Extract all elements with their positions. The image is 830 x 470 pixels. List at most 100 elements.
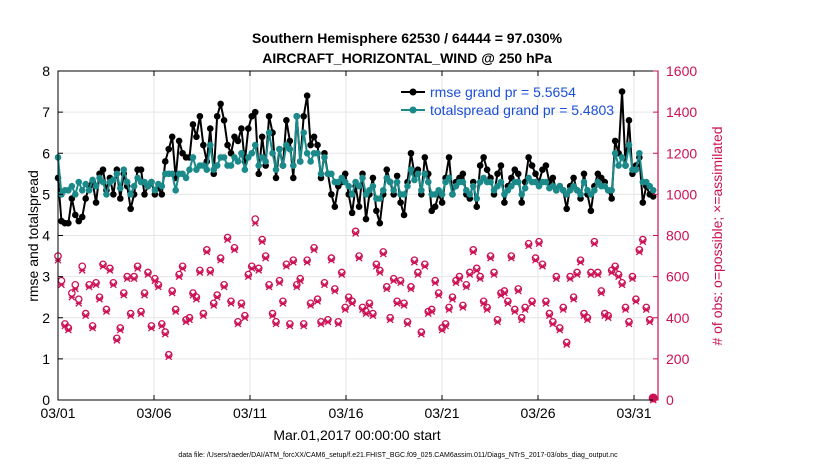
obs-possible-point: [386, 313, 395, 322]
obs-possible-point: [528, 297, 536, 306]
totalspread-point: [78, 186, 86, 194]
rmse-point: [255, 170, 263, 178]
totalspread-point: [418, 186, 425, 194]
rmse-point: [200, 141, 207, 149]
y-right-tick-label: 600: [666, 269, 690, 285]
obs-possible-point: [133, 262, 142, 271]
totalspread-point: [82, 180, 89, 188]
obs-possible-point: [116, 324, 125, 332]
y-left-tick-label: 5: [42, 186, 50, 202]
obs-possible-point: [590, 237, 599, 246]
obs-assimilated-point: [480, 299, 488, 307]
rmse-point: [587, 207, 595, 215]
obs-assimilated-point: [622, 306, 629, 313]
obs-assimilated-point: [265, 283, 273, 291]
obs-assimilated-point: [462, 283, 470, 291]
totalspread-point: [542, 178, 550, 186]
obs-possible-point: [642, 303, 651, 312]
rmse-point: [608, 195, 615, 202]
obs-assimilated-point: [251, 219, 259, 227]
rmse-point: [618, 88, 626, 95]
rmse-point: [532, 170, 539, 178]
rmse-point: [224, 141, 231, 149]
obs-assimilated-point: [417, 330, 425, 338]
obs-possible-point: [220, 280, 228, 289]
obs-possible-point: [175, 270, 183, 279]
obs-assimilated-point: [289, 258, 297, 266]
y-axis-left-label: rmse and totalspread: [25, 170, 41, 302]
obs-assimilated-point: [549, 320, 557, 328]
obs-assimilated-point: [331, 287, 339, 295]
totalspread-point: [272, 166, 280, 173]
totalspread-point: [120, 166, 128, 173]
rmse-point: [158, 191, 166, 198]
obs-assimilated-point: [116, 326, 124, 334]
obs-assimilated-point: [106, 266, 114, 274]
obs-final-point: [648, 393, 658, 403]
obs-possible-point: [209, 299, 218, 308]
obs-possible-point: [268, 309, 277, 318]
obs-possible-point: [611, 262, 619, 271]
obs-possible-point: [500, 287, 509, 295]
obs-assimilated-point: [317, 320, 325, 328]
obs-assimilated-point: [286, 322, 294, 330]
obs-possible-point: [593, 268, 602, 277]
obs-assimilated-point: [632, 297, 640, 305]
obs-possible-point: [628, 272, 637, 281]
rmse-point: [563, 205, 570, 213]
obs-assimilated-point: [248, 264, 256, 272]
totalspread-point: [286, 145, 294, 153]
obs-possible-point: [334, 318, 343, 326]
obs-possible-point: [493, 315, 502, 324]
obs-possible-point: [112, 334, 121, 343]
obs-assimilated-point: [428, 308, 436, 316]
totalspread-point: [279, 162, 287, 169]
obs-possible-point: [265, 280, 273, 289]
totalspread-point: [359, 174, 366, 182]
rmse-point: [220, 117, 228, 124]
totalspread-point: [116, 184, 124, 192]
legend-totalspread-marker: [409, 106, 417, 114]
rmse-point: [480, 154, 487, 161]
obs-possible-point: [106, 264, 114, 273]
rmse-point: [234, 137, 242, 145]
obs-assimilated-point: [494, 318, 501, 326]
obs-possible-point: [81, 309, 90, 318]
obs-assimilated-point: [314, 297, 321, 305]
obs-possible-point: [99, 260, 107, 269]
y-right-tick-label: 1000: [666, 186, 697, 202]
totalspread-point: [220, 154, 228, 161]
obs-possible-point: [261, 252, 270, 260]
obs-assimilated-point: [141, 291, 148, 299]
obs-assimilated-point: [165, 353, 173, 361]
x-tick-label: 03/16: [328, 405, 363, 421]
totalspread-point: [110, 176, 117, 184]
y-left-tick-label: 8: [42, 63, 50, 79]
obs-assimilated-point: [500, 289, 508, 297]
obs-assimilated-point: [583, 316, 591, 324]
obs-possible-point: [407, 283, 415, 291]
rmse-point: [238, 125, 245, 132]
obs-possible-point: [400, 299, 408, 308]
obs-assimilated-point: [528, 299, 536, 307]
rmse-point: [483, 166, 491, 173]
totalspread-point: [577, 191, 584, 198]
totalspread-point: [376, 195, 384, 202]
totalspread-point: [625, 141, 633, 149]
obs-possible-point: [486, 252, 495, 260]
obs-possible-point: [151, 274, 159, 283]
rmse-point: [494, 170, 501, 178]
obs-possible-point: [441, 320, 450, 328]
obs-possible-point: [462, 280, 471, 289]
obs-assimilated-point: [410, 258, 418, 266]
rmse-point: [290, 174, 297, 182]
obs-assimilated-point: [414, 271, 422, 279]
y-left-tick-label: 3: [42, 269, 50, 285]
obs-assimilated-point: [365, 301, 373, 309]
rmse-point: [196, 112, 204, 120]
rmse-point: [217, 100, 224, 108]
obs-assimilated-point: [279, 299, 287, 307]
totalspread-point: [293, 112, 301, 120]
obs-possible-point: [393, 297, 401, 306]
totalspread-point: [248, 149, 256, 157]
